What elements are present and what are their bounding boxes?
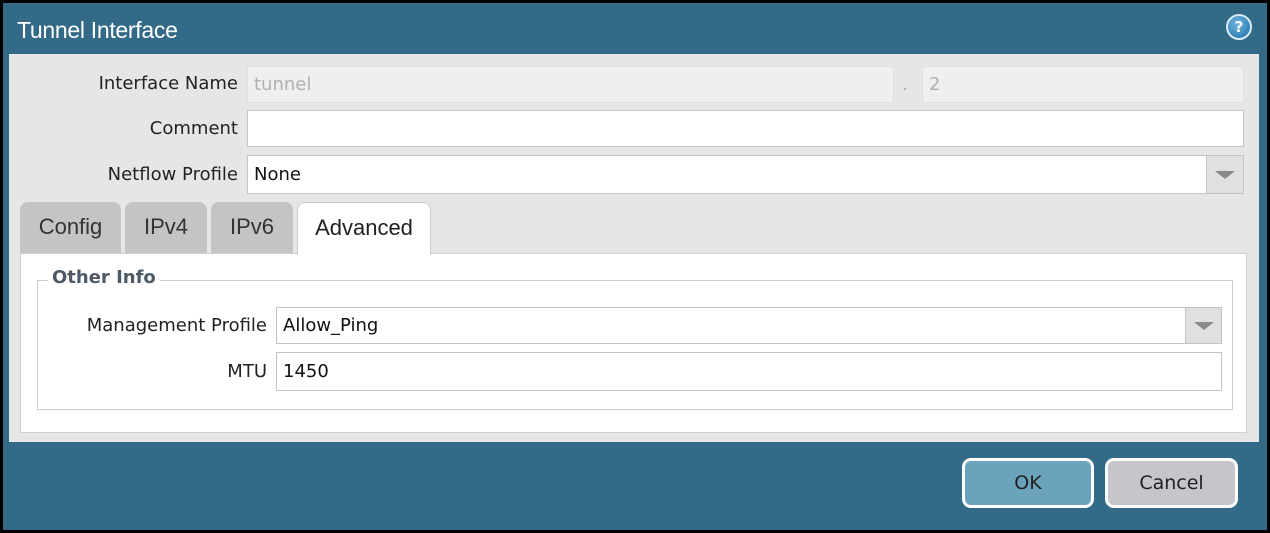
cancel-button[interactable]: Cancel	[1105, 458, 1238, 508]
section-title: Other Info	[48, 267, 160, 288]
management-profile-select[interactable]: Allow_Ping	[276, 307, 1186, 344]
chevron-down-icon	[1193, 321, 1214, 330]
help-icon[interactable]: ?	[1226, 14, 1252, 40]
other-info-section: Other Info Management Profile Allow_Ping…	[37, 267, 1233, 410]
management-profile-dropdown-button[interactable]	[1185, 307, 1222, 344]
ok-button[interactable]: OK	[962, 458, 1094, 508]
netflow-dropdown-button[interactable]	[1206, 155, 1244, 194]
comment-label: Comment	[149, 118, 238, 139]
dialog-body: Interface Name tunnel . 2 Comment Netflo…	[9, 54, 1259, 442]
interface-name-input[interactable]: tunnel	[247, 66, 894, 103]
mtu-input[interactable]: 1450	[276, 352, 1222, 391]
tab-ipv4[interactable]: IPv4	[125, 202, 207, 254]
tab-config[interactable]: Config	[20, 202, 121, 254]
comment-input[interactable]	[247, 110, 1244, 147]
netflow-profile-select[interactable]: None	[247, 155, 1207, 194]
interface-separator: .	[902, 74, 908, 95]
tab-advanced[interactable]: Advanced	[297, 202, 431, 255]
interface-name-label: Interface Name	[98, 73, 238, 94]
tab-ipv6[interactable]: IPv6	[211, 202, 293, 254]
mtu-label: MTU	[227, 361, 267, 382]
chevron-down-icon	[1215, 170, 1235, 179]
dialog-title: Tunnel Interface	[17, 17, 178, 43]
interface-number-input[interactable]: 2	[922, 66, 1244, 103]
advanced-tab-panel: Other Info Management Profile Allow_Ping…	[20, 253, 1247, 433]
management-profile-label: Management Profile	[86, 315, 267, 336]
netflow-profile-label: Netflow Profile	[107, 164, 238, 185]
tunnel-interface-dialog: Tunnel Interface ? Interface Name tunnel…	[3, 3, 1267, 530]
